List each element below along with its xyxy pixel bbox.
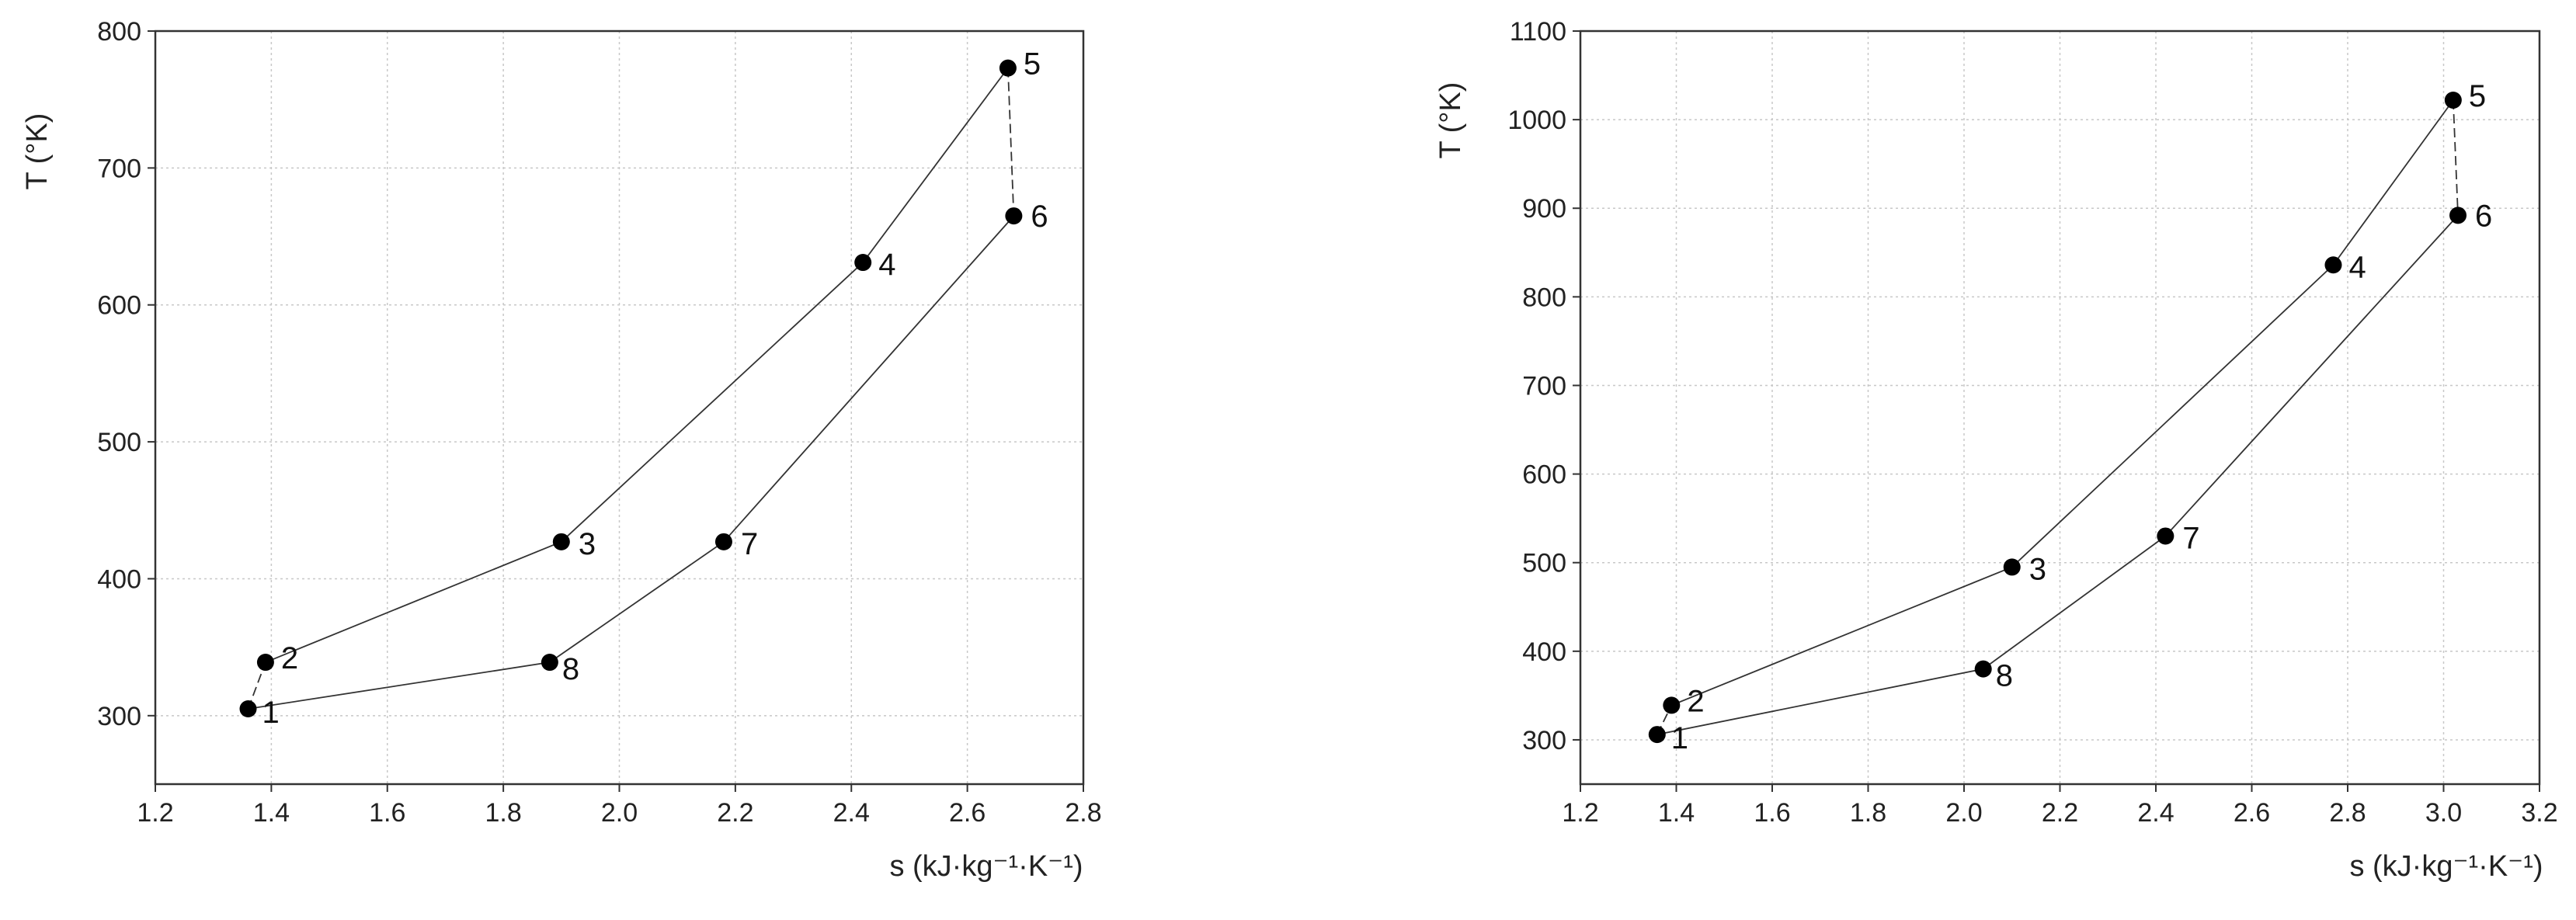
cycle-segment-8-1 [248,661,551,710]
x-tick-label: 2.2 [717,798,753,828]
x-tick-label: 2.2 [2042,798,2078,828]
y-tick-label: 500 [97,428,141,457]
point-label-5: 5 [1024,47,1041,82]
point-label-4: 4 [878,248,895,282]
y-tick-label: 400 [97,564,141,594]
point-label-7: 7 [2182,521,2199,555]
point-label-1: 1 [262,696,280,730]
point-3 [552,533,570,550]
point-8 [1974,660,1992,678]
y-tick-label: 300 [1522,726,1566,755]
y-tick-label: 700 [97,154,141,183]
cycle-segment-3-4 [561,262,864,543]
point-label-7: 7 [741,527,758,561]
y-tick-label: 300 [97,702,141,731]
x-tick-label: 1.6 [369,798,405,828]
point-1 [239,700,257,717]
point-7 [2157,527,2174,545]
y-tick-label: 500 [1522,549,1566,578]
point-label-1: 1 [1671,721,1688,755]
point-label-5: 5 [2469,79,2486,113]
point-label-6: 6 [2475,199,2492,233]
point-3 [2003,558,2021,576]
y-tick-label: 1100 [1510,17,1566,47]
x-tick-label: 1.8 [1850,798,1886,828]
y-tick-label: 600 [97,291,141,321]
cycle-segment-5-6 [2452,99,2459,216]
x-tick-label: 1.2 [137,798,173,828]
x-tick-label: 1.6 [1754,798,1790,828]
x-tick-label: 2.4 [833,798,870,828]
point-label-3: 3 [2029,552,2046,586]
point-1 [1648,726,1666,744]
cycle-segment-7-8 [1983,535,2166,670]
x-tick-label: 2.0 [601,798,638,828]
cycle-segment-3-4 [2011,264,2334,568]
x-tick-label: 2.6 [2234,798,2270,828]
x-tick-label: 1.2 [1562,798,1598,828]
cycle-segment-2-3 [265,541,562,663]
point-2 [1663,696,1681,714]
y-tick-label: 1000 [1507,106,1566,135]
point-label-6: 6 [1031,200,1048,234]
point-label-2: 2 [281,641,298,675]
point-label-4: 4 [2348,250,2366,284]
point-label-3: 3 [579,527,596,561]
y-tick-label: 600 [1522,460,1566,490]
x-tick-label: 3.0 [2425,798,2462,828]
cycle-segment-8-1 [1656,668,1983,735]
point-2 [256,654,274,672]
cycle-segment-4-5 [2332,99,2454,266]
point-5 [2444,92,2462,109]
x-tick-label: 1.4 [1658,798,1695,828]
y-tick-label: 800 [97,17,141,47]
y-axis-title: T (°K) [1434,82,1467,159]
x-tick-label: 3.2 [2521,798,2557,828]
y-tick-label: 800 [1522,283,1566,312]
point-5 [999,59,1017,77]
x-tick-label: 1.4 [253,798,290,828]
y-tick-label: 400 [1522,637,1566,667]
x-tick-label: 2.0 [1945,798,1982,828]
chart-2: 1.2 1.4 1.6 1.8 2.0 2.2 2.4 2.6 2.8 3.0 3.2 300 400 5… [1434,17,2558,883]
y-axis-title: T (°K) [21,113,54,190]
cycle-segment-6-7 [2164,214,2459,537]
point-label-8: 8 [562,652,579,686]
x-tick-label: 2.4 [2137,798,2174,828]
point-6 [1005,207,1023,225]
point-8 [541,654,558,672]
x-axis-title: s (kJ·kg⁻¹·K⁻¹) [2349,850,2543,883]
point-label-2: 2 [1687,684,1704,718]
point-6 [2449,207,2467,224]
point-label-8: 8 [1996,659,2013,693]
point-7 [714,533,732,550]
chart-1: 1.2 1.4 1.6 1.8 2.0 2.2 2.4 2.6 2.8 300 400 500 600 7… [21,17,1102,883]
cycle-segment-4-5 [862,68,1009,263]
x-tick-label: 2.8 [2329,798,2366,828]
cycle-segment-6-7 [723,215,1015,543]
y-tick-label: 700 [1522,371,1566,401]
y-tick-label: 900 [1522,194,1566,224]
point-4 [854,254,872,272]
x-tick-label: 2.8 [1065,798,1101,828]
x-tick-label: 2.6 [949,798,986,828]
x-axis-title: s (kJ·kg⁻¹·K⁻¹) [889,850,1083,883]
cycle-segment-5-6 [1007,68,1015,217]
x-tick-label: 1.8 [485,798,521,828]
cycle-segment-2-3 [1670,566,2013,706]
point-4 [2324,256,2342,274]
cycle-segment-7-8 [549,541,725,663]
